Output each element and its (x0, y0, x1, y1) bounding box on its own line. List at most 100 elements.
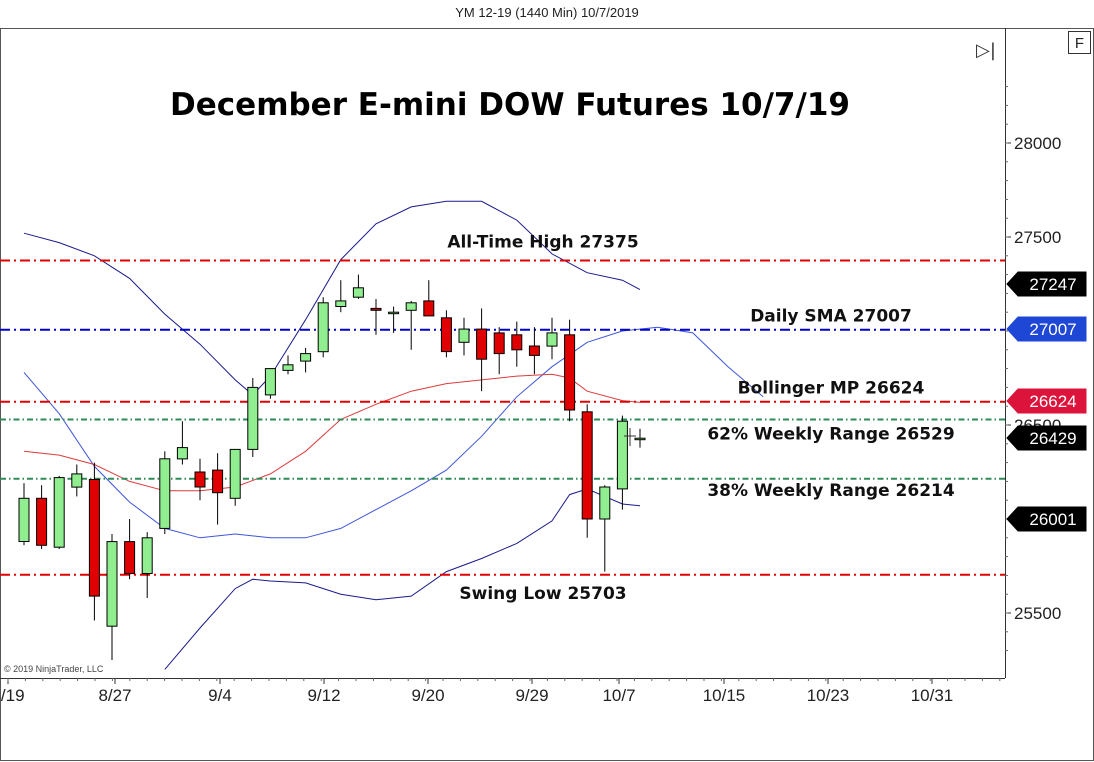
bollinger-mid-line (23, 373, 641, 492)
x-tick-label: 8/27 (98, 686, 131, 705)
y-tick-label: 27500 (1014, 228, 1061, 247)
outer-frame (0, 28, 1094, 761)
x-tick-label: 9/4 (208, 686, 232, 705)
candle (124, 519, 136, 580)
price-marker-tag (1006, 425, 1087, 451)
candle-body (300, 353, 312, 362)
candle-body (194, 471, 206, 488)
price-marker-tag (1006, 316, 1087, 342)
candle (18, 483, 30, 546)
format-button[interactable]: F (1068, 31, 1091, 54)
price-marker: 26624 (1006, 388, 1087, 414)
price-marker-label: 27007 (1029, 320, 1076, 339)
candle (282, 355, 294, 375)
candle (476, 308, 488, 392)
price-markers: 27247 27007 26624 26429 26001 (624, 271, 1087, 532)
price-marker-label: 27247 (1029, 275, 1076, 294)
scroll-to-end-icon[interactable]: ▷| (976, 40, 996, 61)
price-marker-label: 26624 (1029, 392, 1076, 411)
price-marker: 26001 (1006, 506, 1087, 532)
candle-body (493, 332, 505, 355)
level-label-38-weekly-range: 38% Weekly Range 26214 (707, 481, 955, 501)
candle-body (141, 537, 153, 574)
cursor-crosshair-icon (624, 428, 636, 446)
candle-body (423, 300, 435, 317)
candle-body (124, 541, 136, 575)
candle (212, 453, 224, 525)
time-axis: 8/19 8/27 9/4 9/12 9/20 9/29 10/7 10/15 10/23 10/… (0, 678, 1001, 705)
candle (564, 319, 576, 422)
candle (71, 464, 83, 497)
x-tick-label: 9/29 (515, 686, 548, 705)
level-label-daily-sma: Daily SMA 27007 (750, 307, 912, 327)
candle-body (176, 447, 188, 460)
candle (335, 280, 347, 313)
indicator-bands (23, 200, 764, 670)
candle (528, 327, 540, 375)
candle (88, 462, 100, 621)
x-tick-label: 10/31 (911, 686, 954, 705)
level-label-all-time-high: All-Time High 27375 (447, 233, 638, 253)
bollinger-lower-line (164, 488, 641, 670)
candle (36, 485, 48, 550)
format-button-box[interactable] (1068, 31, 1091, 54)
price-marker: 26429 (1006, 425, 1087, 451)
x-tick-label: 10/15 (703, 686, 746, 705)
price-axis: 28000275002650025500 (1005, 86, 1061, 652)
format-button-label[interactable]: F (1075, 35, 1084, 52)
candle-body (88, 479, 100, 597)
candle (317, 297, 329, 358)
sma-band-line (23, 326, 764, 539)
candle (511, 321, 523, 367)
level-label-62-weekly-range: 62% Weekly Range 26529 (707, 425, 954, 445)
candle-body (317, 302, 329, 353)
candle-body (458, 328, 470, 343)
level-label-swing-low: Swing Low 25703 (459, 584, 626, 604)
candle-body (405, 302, 417, 311)
candle-body (53, 477, 65, 548)
candle-body (564, 334, 576, 411)
candle (458, 317, 470, 356)
candle-body (18, 497, 30, 542)
candle (388, 306, 400, 333)
candle-body (71, 473, 83, 488)
copyright-text: © 2019 NinjaTrader, LLC (4, 664, 104, 674)
candle (300, 347, 312, 373)
x-tick-label: 10/7 (602, 686, 635, 705)
candle (423, 280, 435, 317)
candle-body (282, 364, 294, 371)
candle-body (106, 541, 118, 627)
x-tick-label: 10/23 (807, 686, 850, 705)
chart-header: YM 12-19 (1440 Min) 10/7/2019 (455, 5, 639, 20)
candle-body (476, 328, 488, 360)
candle-body (634, 437, 646, 441)
candle (106, 534, 118, 660)
x-tick-label: 9/12 (307, 686, 340, 705)
price-marker-tag (1006, 388, 1087, 414)
candle-body (511, 334, 523, 351)
level-label-bollinger-mp: Bollinger MP 26624 (738, 379, 925, 399)
candle (370, 299, 382, 335)
candle-body (599, 486, 611, 520)
candle (493, 327, 505, 375)
candle (634, 428, 646, 448)
candle (599, 485, 611, 572)
price-marker: 27247 (1006, 271, 1087, 297)
candle-body (264, 368, 276, 396)
candle-body (528, 345, 540, 356)
candle-body (36, 497, 48, 546)
candle-body (212, 469, 224, 494)
candle-body (335, 300, 347, 307)
y-tick-label: 25500 (1014, 604, 1061, 623)
candle-body (247, 386, 259, 450)
candle-body (229, 448, 241, 499)
x-tick-label: 9/20 (411, 686, 444, 705)
candle (53, 475, 65, 550)
candle (405, 300, 417, 350)
candle (546, 317, 558, 360)
candle (176, 421, 188, 465)
candle-body (370, 307, 382, 311)
candle-body (546, 332, 558, 347)
candle (194, 458, 206, 501)
